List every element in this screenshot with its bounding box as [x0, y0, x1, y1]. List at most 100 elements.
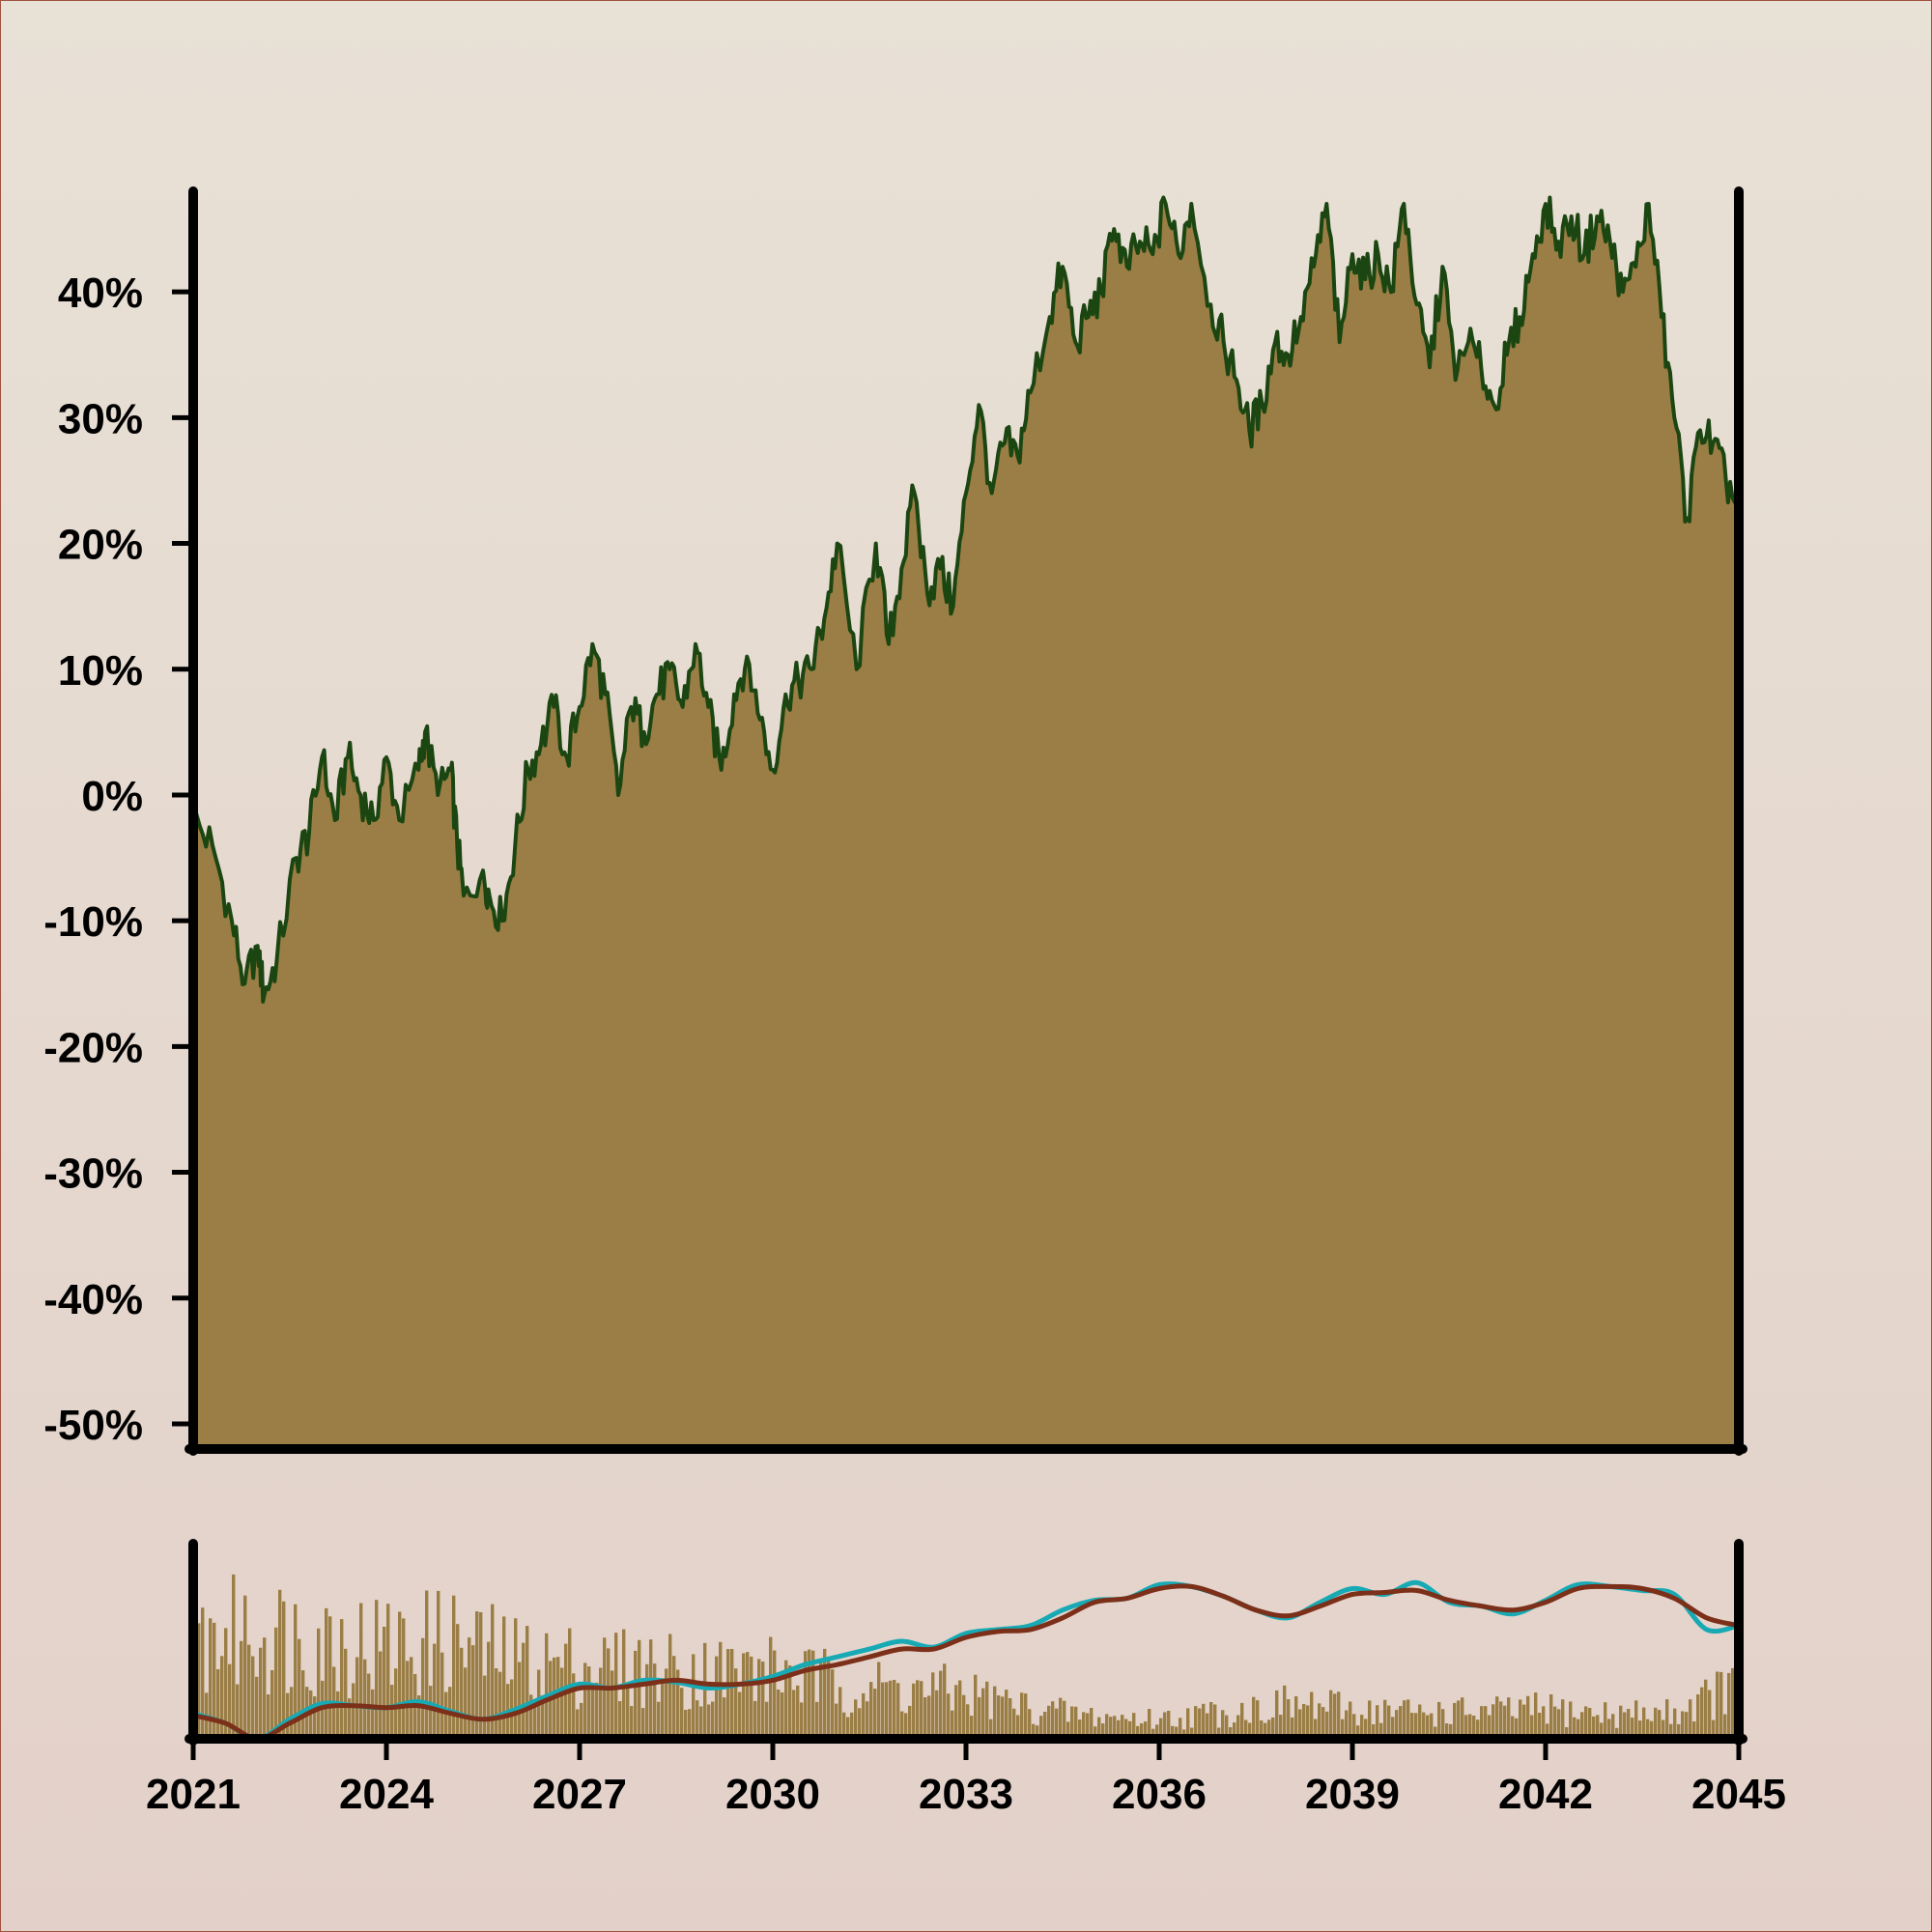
volume-bar	[1202, 1703, 1206, 1739]
volume-bar	[220, 1656, 224, 1739]
volume-bar	[1036, 1725, 1039, 1739]
volume-bar	[676, 1669, 680, 1739]
volume-bar	[1662, 1719, 1665, 1739]
volume-bar	[1171, 1725, 1175, 1739]
volume-bar	[1596, 1715, 1600, 1739]
volume-bar	[591, 1688, 595, 1739]
volume-bar	[1291, 1717, 1294, 1739]
volume-bar	[348, 1698, 352, 1739]
volume-bar	[1039, 1716, 1043, 1739]
volume-bar	[862, 1692, 866, 1739]
volume-bar	[750, 1656, 753, 1739]
volume-bar	[240, 1640, 243, 1739]
volume-bar	[927, 1695, 931, 1739]
volume-bar	[301, 1670, 305, 1739]
volume-bar	[479, 1612, 483, 1739]
x-tick-label: 2045	[1691, 1771, 1786, 1818]
volume-bar	[1642, 1707, 1646, 1739]
volume-bar	[746, 1652, 750, 1739]
volume-bar	[842, 1712, 846, 1739]
volume-bar	[835, 1703, 838, 1739]
volume-bar	[471, 1645, 475, 1739]
volume-bar	[1712, 1719, 1716, 1739]
volume-bar	[1406, 1699, 1410, 1739]
volume-bar	[1047, 1705, 1051, 1739]
volume-bar	[1461, 1697, 1464, 1739]
volume-bar	[1345, 1710, 1349, 1739]
volume-bar	[1437, 1701, 1441, 1739]
volume-bar	[518, 1662, 522, 1739]
volume-bar	[1360, 1715, 1364, 1739]
volume-bar	[711, 1701, 715, 1739]
volume-bar	[1692, 1721, 1696, 1739]
volume-bar	[1240, 1702, 1244, 1739]
volume-bar	[1719, 1671, 1723, 1739]
volume-bar	[811, 1650, 815, 1739]
y-tick-label: -50%	[43, 1402, 143, 1449]
volume-panel: 2021 2024 2027 2030 2033 2036 2039 2042 2045	[146, 1539, 1786, 1818]
volume-bar	[900, 1711, 904, 1739]
volume-bar	[703, 1642, 707, 1739]
volume-bar	[1418, 1704, 1422, 1739]
x-axis-ticks: 2021 2024 2027 2030 2033 2036 2039 2042 2045	[146, 1739, 1786, 1818]
volume-bar	[1492, 1704, 1495, 1739]
volume-bar	[1287, 1699, 1291, 1739]
volume-bar	[402, 1618, 406, 1739]
volume-bar	[1117, 1719, 1121, 1739]
volume-bar	[313, 1696, 317, 1739]
volume-bar	[1708, 1690, 1712, 1739]
volume-bar	[282, 1601, 286, 1739]
volume-bar	[1604, 1702, 1607, 1739]
volume-bar	[1128, 1720, 1132, 1739]
volume-bar	[723, 1697, 726, 1739]
volume-bar	[719, 1641, 723, 1739]
y-tick-label: 40%	[58, 270, 143, 317]
volume-bar	[1546, 1723, 1549, 1739]
volume-bar	[831, 1669, 835, 1739]
volume-bar	[773, 1650, 777, 1739]
volume-bar	[255, 1676, 259, 1739]
volume-bar	[1236, 1715, 1240, 1739]
volume-bar	[514, 1618, 518, 1739]
volume-bar	[406, 1661, 410, 1739]
volume-bar	[1364, 1719, 1368, 1739]
volume-bar	[1376, 1705, 1379, 1739]
volume-bar	[379, 1651, 383, 1739]
volume-bar	[1028, 1709, 1032, 1739]
volume-bar	[328, 1616, 332, 1739]
volume-bar	[985, 1681, 989, 1739]
volume-bar	[526, 1626, 529, 1739]
volume-bar	[630, 1706, 634, 1739]
y-tick-label: -20%	[43, 1024, 143, 1071]
volume-bar	[1321, 1707, 1325, 1739]
volume-bar	[344, 1648, 348, 1739]
volume-bar	[1372, 1724, 1376, 1739]
y-tick-label: -10%	[43, 898, 143, 946]
volume-bar	[692, 1654, 696, 1739]
x-tick-label: 2033	[919, 1771, 1013, 1818]
volume-bar	[336, 1690, 340, 1739]
volume-bar	[753, 1700, 757, 1739]
volume-bar	[873, 1689, 877, 1739]
volume-bar	[1731, 1667, 1735, 1739]
volume-bar	[1480, 1706, 1484, 1739]
volume-bar	[645, 1663, 649, 1739]
area-fill	[193, 197, 1739, 1449]
volume-bar	[1012, 1708, 1016, 1739]
volume-bar	[1391, 1717, 1395, 1739]
volume-bar	[866, 1701, 869, 1739]
volume-bar	[1472, 1716, 1476, 1739]
volume-bar	[1704, 1679, 1708, 1739]
volume-bar	[1615, 1727, 1619, 1739]
volume-bar	[522, 1642, 526, 1739]
volume-bar	[383, 1627, 386, 1739]
volume-bar	[1190, 1727, 1194, 1739]
volume-bar	[599, 1667, 603, 1739]
volume-bar	[823, 1648, 827, 1739]
volume-bar	[1565, 1727, 1569, 1739]
volume-bar	[1557, 1709, 1561, 1739]
volume-bar	[638, 1639, 641, 1739]
volume-bar	[1248, 1722, 1252, 1739]
volume-bar	[1669, 1723, 1673, 1739]
